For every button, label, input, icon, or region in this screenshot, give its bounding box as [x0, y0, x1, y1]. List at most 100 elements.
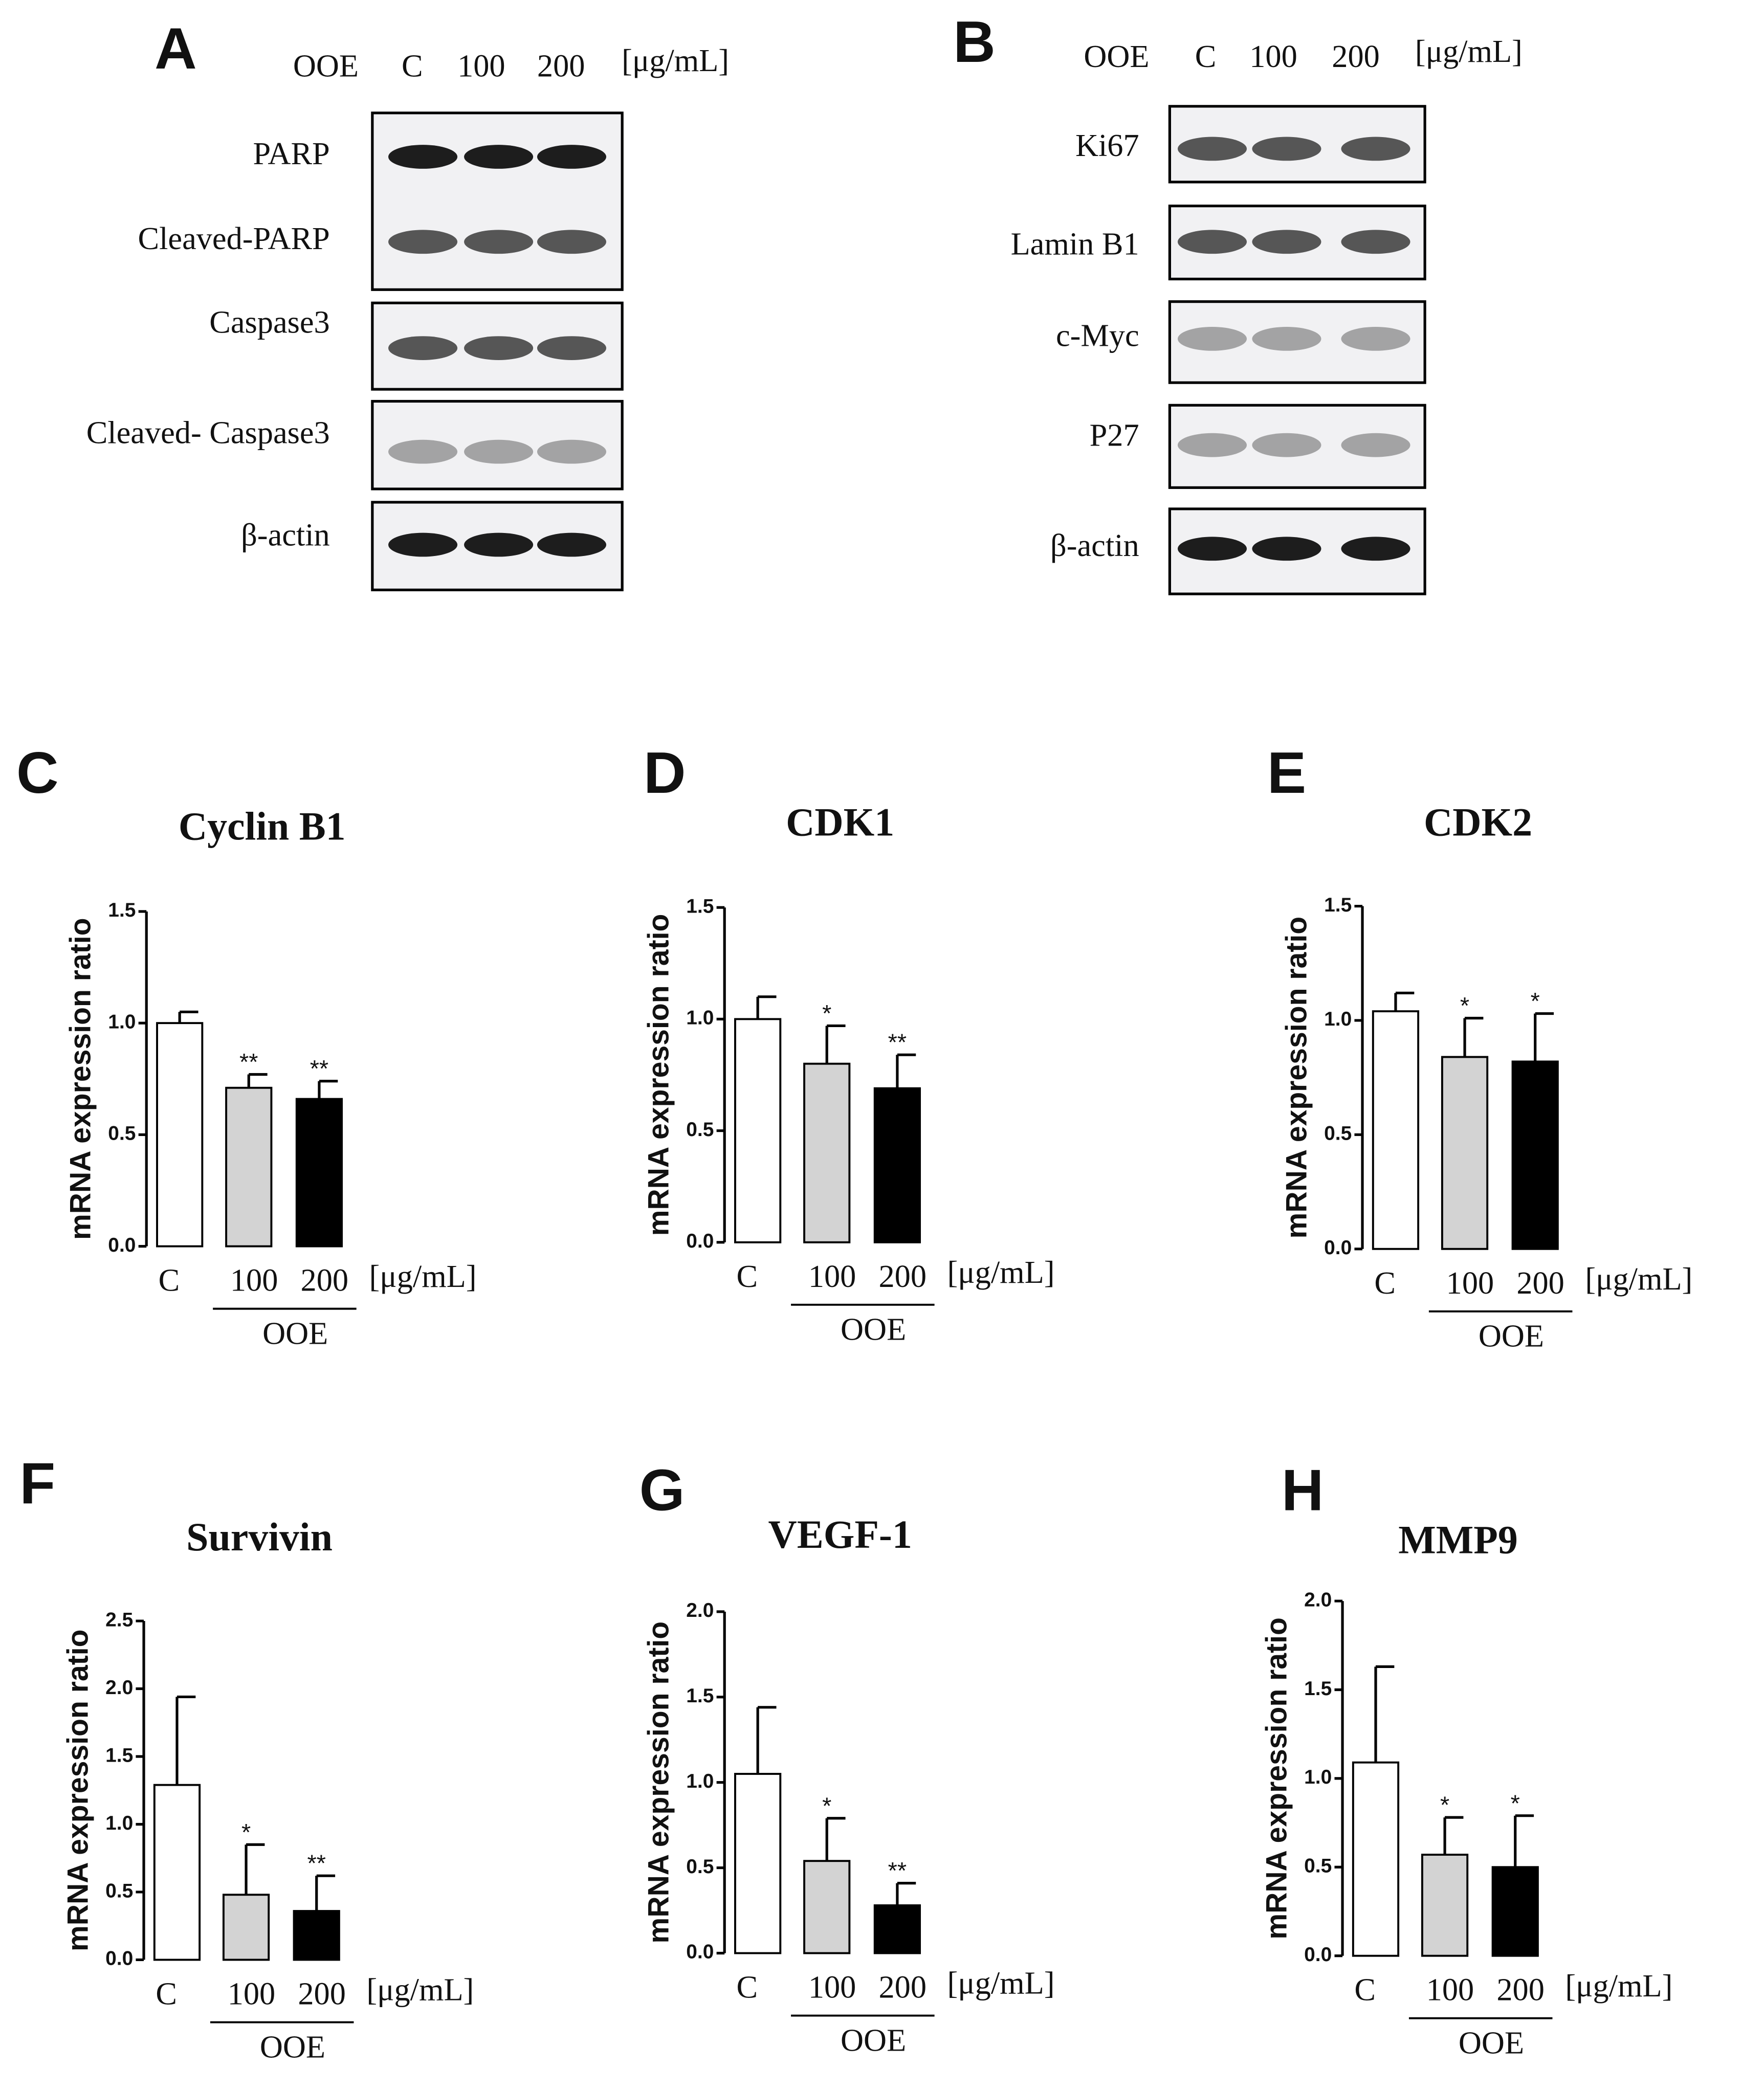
- lane-label: C: [1195, 39, 1217, 74]
- bar: [734, 1773, 782, 1954]
- lane-label: C: [402, 48, 423, 83]
- y-axis-label: mRNA expression ratio: [643, 914, 675, 1236]
- y-tick-label: 2.0: [1304, 1589, 1332, 1611]
- y-tick-label: 0.5: [686, 1856, 714, 1878]
- y-tick-label: 1.5: [686, 1685, 714, 1707]
- bar: [873, 1904, 921, 1954]
- blot-band: [1252, 230, 1321, 254]
- unit-label: [μg/mL]: [947, 1966, 1054, 2001]
- y-tick-label: 1.0: [1304, 1766, 1332, 1788]
- x-tick-label: C: [1374, 1265, 1396, 1301]
- bar: [734, 1018, 782, 1243]
- unit-label: [μg/mL]: [1565, 1968, 1672, 2004]
- bar: [1511, 1060, 1559, 1250]
- x-tick-label: C: [1354, 1972, 1376, 2008]
- panel-letter: F: [19, 1451, 55, 1516]
- y-tick-label: 1.5: [1324, 894, 1352, 916]
- y-tick-label: 0.0: [686, 1230, 714, 1252]
- blot-band: [1177, 433, 1247, 457]
- band-label: PARP: [253, 136, 330, 171]
- significance: **: [239, 1049, 258, 1075]
- y-tick-label: 0.0: [1324, 1237, 1352, 1259]
- y-tick-label: 2.0: [686, 1599, 714, 1621]
- lane-label: 200: [537, 48, 585, 83]
- panel-letter: H: [1282, 1458, 1324, 1523]
- y-tick-label: 1.5: [108, 899, 136, 921]
- bar: [225, 1086, 273, 1248]
- significance: *: [822, 1792, 831, 1819]
- lane-label: 200: [1332, 39, 1379, 74]
- band-label: β-actin: [1050, 528, 1139, 563]
- lane-label: 100: [457, 48, 505, 83]
- group-label: OOE: [841, 2022, 906, 2058]
- bar: [1352, 1761, 1400, 1957]
- bar: [803, 1860, 851, 1954]
- panel-letter: A: [155, 16, 197, 81]
- blot-box: [1168, 300, 1426, 384]
- x-tick-label: 100: [808, 1259, 856, 1294]
- blot-band: [388, 336, 458, 360]
- blot-box: [371, 399, 624, 491]
- x-tick-label: 100: [228, 1976, 275, 2011]
- blot-band: [464, 230, 534, 254]
- blot-band: [464, 336, 534, 360]
- y-tick-label: 0.5: [1324, 1123, 1352, 1145]
- blot-band: [1341, 230, 1410, 254]
- y-tick-label: 1.0: [686, 1007, 714, 1029]
- blot-band: [537, 439, 607, 464]
- blot-band: [1341, 433, 1410, 457]
- blot-band: [1252, 137, 1321, 161]
- bar: [156, 1022, 204, 1248]
- band-label: P27: [1090, 418, 1139, 453]
- group-label: OOE: [1479, 1319, 1544, 1354]
- blot-band: [388, 230, 458, 254]
- y-tick-label: 0.0: [108, 1234, 136, 1256]
- blot-band: [1177, 230, 1247, 254]
- y-tick-label: 1.5: [105, 1744, 133, 1766]
- group-label: OOE: [260, 2029, 325, 2064]
- group-label: OOE: [841, 1312, 906, 1347]
- blot-band: [1177, 327, 1247, 351]
- blot-box: [1168, 404, 1426, 489]
- y-tick-label: 1.5: [686, 895, 714, 917]
- x-tick-label: C: [159, 1263, 180, 1298]
- blot-band: [464, 532, 534, 557]
- x-tick-label: 200: [301, 1263, 349, 1298]
- bar: [1441, 1056, 1489, 1250]
- group-label: OOE: [1459, 2026, 1524, 2061]
- y-tick-label: 1.0: [686, 1770, 714, 1792]
- y-axis-label: mRNA expression ratio: [64, 918, 97, 1240]
- band-label: Ki67: [1075, 128, 1139, 163]
- bar: [803, 1062, 851, 1243]
- x-tick-label: C: [156, 1976, 177, 2011]
- blot-band: [537, 336, 607, 360]
- unit-label: [μg/mL]: [366, 1972, 474, 2008]
- chart-title: VEGF-1: [768, 1513, 912, 1557]
- panel-letter: E: [1267, 741, 1306, 806]
- significance: *: [1511, 1790, 1520, 1816]
- chart-title: Cyclin B1: [179, 804, 346, 848]
- unit-label: [μg/mL]: [1585, 1261, 1692, 1297]
- blot-band: [1252, 433, 1321, 457]
- chart-title: MMP9: [1398, 1518, 1518, 1562]
- blot-band: [1177, 137, 1247, 161]
- significance: *: [822, 1000, 831, 1027]
- significance: *: [1440, 1792, 1449, 1818]
- significance: **: [307, 1850, 326, 1877]
- bar: [873, 1087, 921, 1243]
- y-tick-label: 0.0: [1304, 1944, 1332, 1966]
- significance: **: [888, 1857, 907, 1884]
- chart-title: CDK2: [1424, 801, 1532, 844]
- panel-letter: D: [644, 741, 686, 806]
- panel-letter: C: [16, 741, 59, 806]
- unit-label: [μg/mL]: [622, 43, 729, 78]
- y-tick-label: 0.5: [105, 1880, 133, 1902]
- panel-letter: G: [640, 1458, 685, 1523]
- y-tick-label: 2.5: [105, 1609, 133, 1631]
- blot-band: [388, 532, 458, 557]
- x-tick-label: C: [737, 1259, 758, 1294]
- blot-band: [1177, 537, 1247, 561]
- y-tick-label: 0.5: [686, 1119, 714, 1141]
- y-tick-label: 0.5: [108, 1123, 136, 1145]
